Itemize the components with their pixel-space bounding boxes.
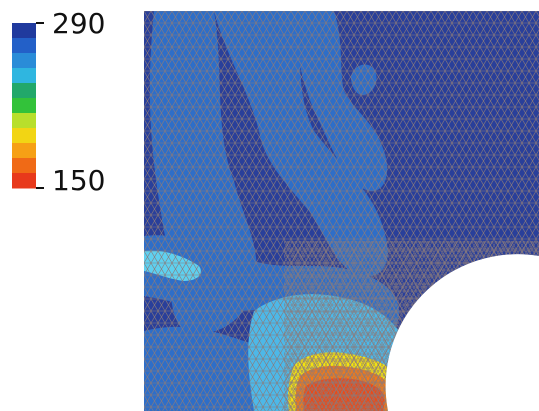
- legend-max-label: 290: [52, 7, 106, 40]
- colorbar-swatch: [12, 173, 36, 189]
- finite-element-mesh-plot: [144, 11, 539, 411]
- colorbar-swatch: [12, 23, 36, 39]
- colorbar-swatch: [12, 38, 36, 54]
- colorbar-swatch: [12, 128, 36, 144]
- colorbar-swatch: [12, 143, 36, 159]
- circular-hole: [385, 254, 539, 411]
- colorbar-swatch: [12, 53, 36, 69]
- colorbar-swatch: [12, 98, 36, 114]
- colorbar-swatch: [12, 158, 36, 174]
- colorbar-swatch: [12, 113, 36, 129]
- legend-min-label: 150: [52, 164, 106, 197]
- color-legend: 290 150: [0, 0, 140, 200]
- colorbar-swatch: [12, 83, 36, 99]
- colorbar: [12, 22, 44, 189]
- colorbar-swatch: [12, 68, 36, 84]
